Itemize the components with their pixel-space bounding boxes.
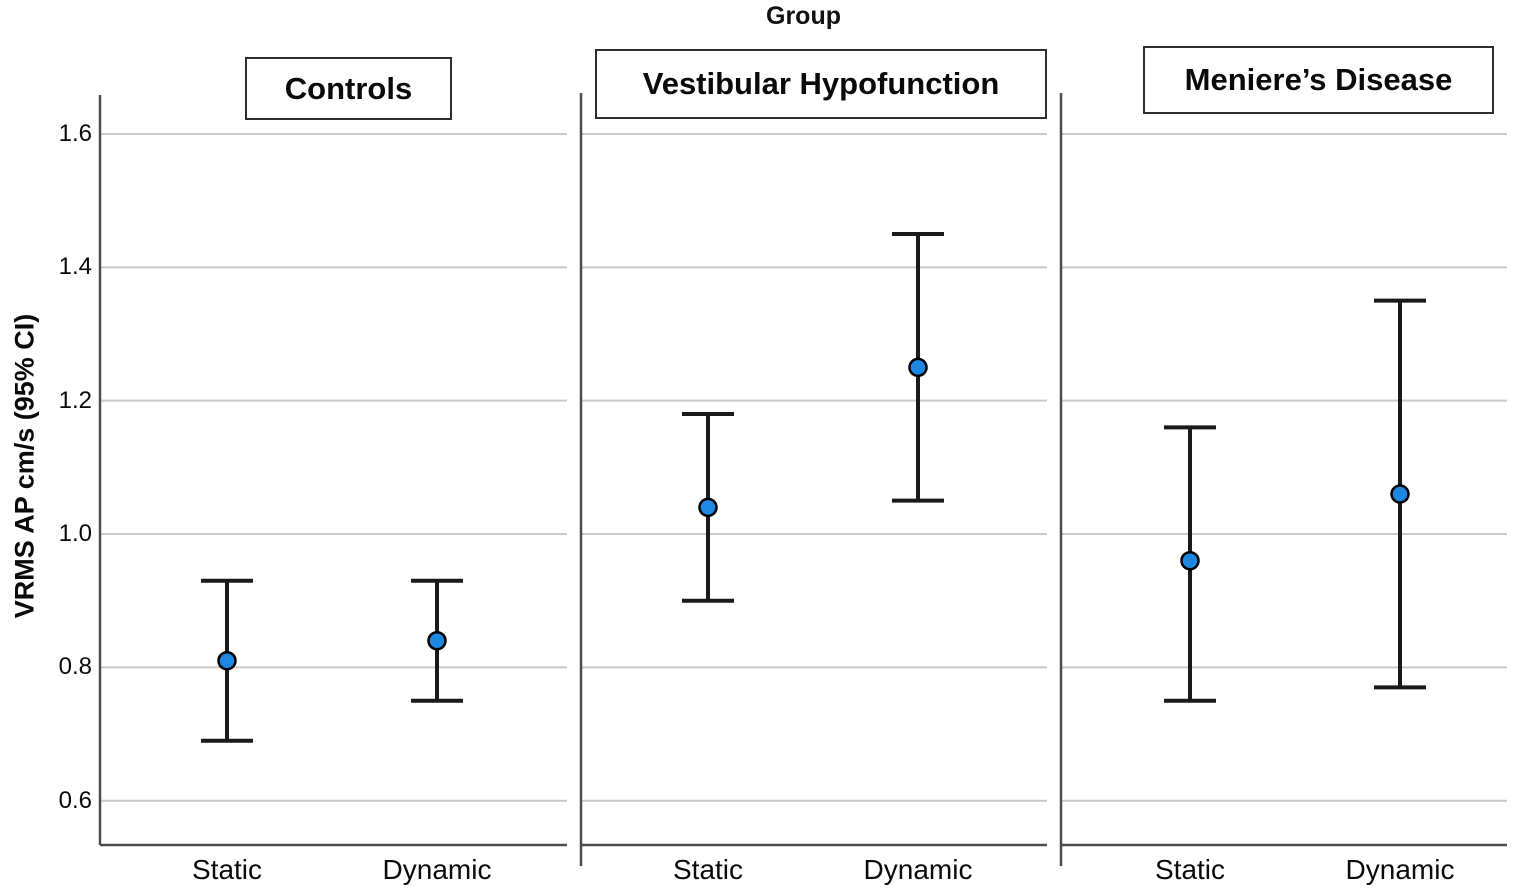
- y-tick-label: 1.2: [58, 386, 92, 414]
- y-tick-label: 1.6: [58, 120, 92, 147]
- panel-label-vestibular-hypofunction-text: Vestibular Hypofunction: [642, 66, 1000, 101]
- x-category-label: Static: [191, 854, 263, 885]
- x-category-label: Dynamic: [382, 854, 492, 885]
- x-category-label: Static: [1154, 854, 1226, 885]
- chart-title: Group: [766, 2, 841, 30]
- x-category-label: Dynamic: [1345, 854, 1455, 885]
- mean-marker: [427, 630, 447, 651]
- mean-marker: [1390, 484, 1410, 504]
- mean-marker: [698, 497, 718, 518]
- mean-marker: [217, 650, 237, 671]
- panel-label-menieres-disease: Meniere’s Disease: [1143, 46, 1494, 114]
- panel-label-controls-text: Controls: [284, 70, 413, 106]
- x-category-label: Static: [672, 854, 744, 885]
- panel-label-controls: Controls: [245, 57, 452, 120]
- panel-label-vestibular-hypofunction: Vestibular Hypofunction: [595, 49, 1047, 119]
- x-category-label: Dynamic: [863, 854, 973, 885]
- mean-marker: [908, 357, 928, 378]
- panel-label-menieres-disease-text: Meniere’s Disease: [1184, 62, 1453, 97]
- mean-marker: [1180, 550, 1200, 571]
- y-tick-label: 0.8: [58, 653, 92, 681]
- y-tick-label: 1.0: [58, 520, 92, 548]
- y-tick-label: 1.4: [58, 253, 92, 281]
- y-tick-label: 0.6: [58, 786, 92, 814]
